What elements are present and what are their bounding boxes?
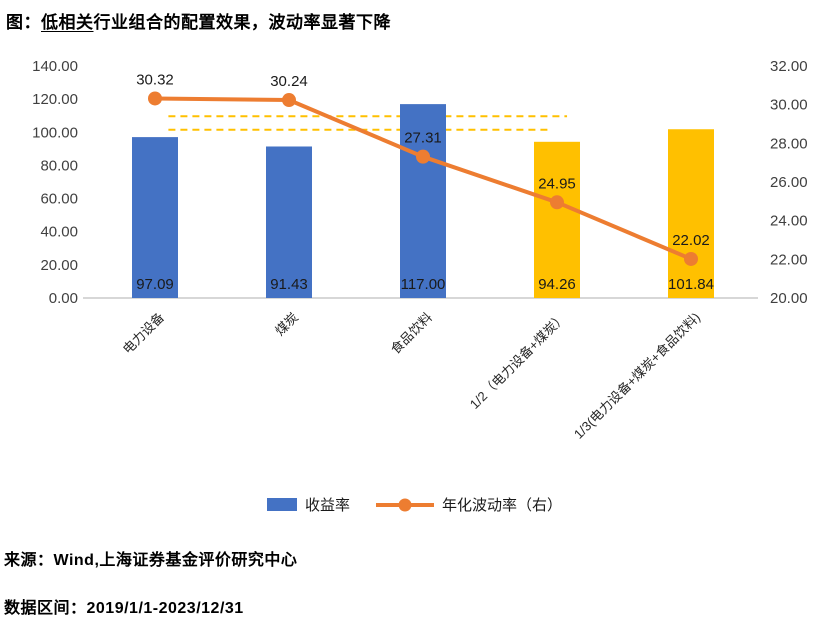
right-axis-tick: 20.00: [770, 290, 808, 307]
line-value-label: 30.24: [270, 73, 308, 90]
left-axis-tick: 80.00: [40, 157, 78, 174]
legend-label-volatility: 年化波动率（右）: [442, 497, 563, 514]
line-value-label: 24.95: [538, 175, 576, 192]
left-axis-tick: 140.00: [32, 58, 78, 75]
data-range-note: 数据区间：2019/1/1-2023/12/31: [4, 600, 244, 617]
bar-value-label: 97.09: [136, 276, 174, 293]
legend-bar-swatch: [266, 498, 297, 511]
source-note: 来源：Wind,上海证券基金评价研究中心: [4, 552, 298, 569]
bar-1: [266, 146, 312, 298]
combo-chart: 0.00 20.00 40.00 60.00 80.00 100.00 120.00 140.…: [32, 58, 808, 442]
right-axis-tick: 28.00: [770, 135, 808, 152]
x-axis-category-label: 电力设备: [120, 310, 167, 357]
bar-value-label: 117.00: [401, 276, 446, 293]
right-axis-tick: 32.00: [770, 58, 808, 75]
left-axis-tick: 20.00: [40, 257, 78, 274]
legend-label-returns: 收益率: [304, 497, 350, 514]
bar-value-label: 101.84: [668, 276, 714, 293]
legend-item-returns: 收益率: [266, 494, 350, 515]
left-axis-tick: 100.00: [32, 124, 78, 141]
line-value-label: 30.32: [136, 71, 174, 88]
legend-line-swatch: [376, 498, 434, 511]
right-axis-tick: 22.00: [770, 251, 808, 268]
line-marker-icon: [282, 93, 296, 108]
title-rest: 行业组合的配置效果，波动率显著下降: [93, 13, 391, 32]
legend-line-marker-icon: [398, 498, 412, 511]
title-underlined: 低相关: [41, 13, 94, 32]
right-axis-tick: 30.00: [770, 97, 808, 114]
right-axis-tick: 24.00: [770, 213, 808, 230]
line-marker-icon: [684, 251, 698, 266]
chart-legend: 收益率 年化波动率（右）: [0, 494, 829, 515]
line-marker-icon: [148, 91, 162, 106]
x-axis-category-label: 1/3(电力设备+煤炭+食品饮料): [571, 310, 703, 442]
bar-4: [668, 129, 714, 298]
bar-value-label: 94.26: [538, 276, 576, 293]
x-axis-category-label: 1/2（电力设备+煤炭）: [467, 310, 569, 412]
legend-item-volatility: 年化波动率（右）: [376, 494, 562, 515]
bar-2: [400, 104, 446, 298]
line-value-label: 27.31: [404, 130, 442, 147]
left-axis-tick: 60.00: [40, 191, 78, 208]
chart-title: 图：低相关行业组合的配置效果，波动率显著下降: [6, 8, 391, 33]
right-axis-tick: 26.00: [770, 174, 808, 191]
left-axis-tick: 0.00: [49, 290, 78, 307]
line-value-label: 22.02: [672, 232, 710, 249]
bar-value-label: 91.43: [270, 276, 308, 293]
x-axis-category-label: 煤炭: [272, 310, 301, 339]
line-marker-icon: [416, 149, 430, 164]
left-axis-tick: 120.00: [32, 91, 78, 108]
line-marker-icon: [550, 195, 564, 210]
bar-0: [132, 137, 178, 298]
left-axis-tick: 40.00: [40, 224, 78, 241]
bar-3: [534, 141, 580, 298]
x-axis-category-label: 食品饮料: [388, 310, 435, 357]
title-prefix: 图：: [6, 13, 41, 32]
